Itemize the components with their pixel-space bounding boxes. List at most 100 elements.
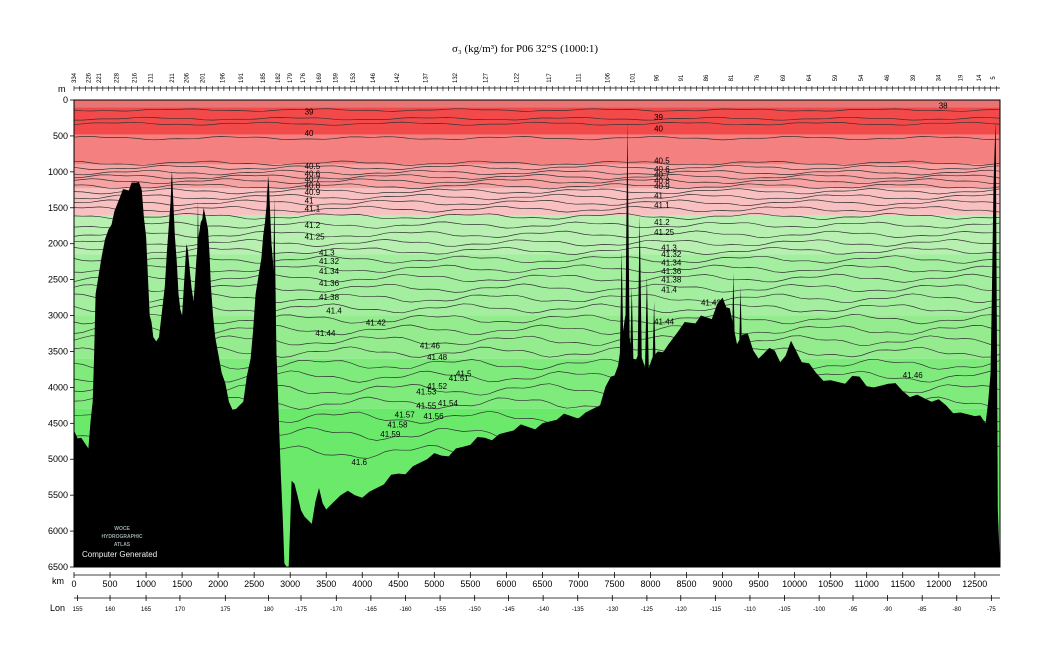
km-tick-label: 11000 <box>855 579 879 589</box>
station-label: 117 <box>547 73 553 83</box>
contour-label: 40.8 <box>654 176 670 185</box>
km-tick-label: 5500 <box>460 579 480 589</box>
station-label: 81 <box>729 74 735 81</box>
seamount-spike-9 <box>643 276 650 424</box>
km-tick-label: 7500 <box>604 579 624 589</box>
contour-line-11 <box>73 193 1000 201</box>
depth-tick-label: 4000 <box>48 382 68 392</box>
longitude-axis-label: Lon <box>50 603 65 613</box>
station-label: 179 <box>288 72 294 83</box>
distance-unit-label: km <box>52 576 64 586</box>
station-label: 106 <box>605 72 611 83</box>
seamount-spike-2 <box>264 175 271 424</box>
contour-line-20 <box>73 264 1000 274</box>
lon-tick-label: -170 <box>330 607 343 613</box>
lon-tick-label: -160 <box>399 607 412 613</box>
contour-line-6 <box>73 169 1000 176</box>
depth-tick-label: 6500 <box>48 562 68 572</box>
contour-line-12 <box>73 199 1000 206</box>
km-tick-label: 2000 <box>208 579 228 589</box>
seamount-spike-0 <box>168 168 175 424</box>
station-label: 153 <box>351 72 357 83</box>
contour-line-7 <box>73 174 1000 180</box>
depth-tick-label: 5000 <box>48 454 68 464</box>
station-label: 137 <box>424 72 430 83</box>
contour-label: 41.6 <box>351 458 367 467</box>
station-label: 127 <box>483 72 489 83</box>
contour-label: 41.52 <box>427 382 448 391</box>
contour-label: 40.9 <box>305 188 321 197</box>
station-label: 111 <box>576 73 582 83</box>
km-tick-label: 8000 <box>640 579 660 589</box>
station-label: 142 <box>395 72 401 83</box>
color-band-2 <box>74 134 1000 165</box>
contour-label: 41.36 <box>661 267 682 276</box>
color-band-1 <box>74 107 1000 135</box>
lon-tick-label: -165 <box>365 607 378 613</box>
contour-line-5 <box>73 164 1000 171</box>
station-label: 132 <box>453 72 459 83</box>
lon-tick-label: -85 <box>918 607 927 613</box>
station-label: 76 <box>755 74 761 81</box>
contour-line-10 <box>73 188 1000 195</box>
lon-tick-label: -135 <box>572 607 585 613</box>
lon-tick-label: 180 <box>264 607 275 613</box>
contour-label: 41.42 <box>701 299 722 308</box>
contour-line-14 <box>73 212 1000 220</box>
contour-label: 41.53 <box>416 388 437 397</box>
contour-label: 41.54 <box>438 399 459 408</box>
lon-tick-label: -125 <box>641 607 654 613</box>
contour-line-29 <box>73 358 1000 371</box>
km-tick-label: 3000 <box>280 579 300 589</box>
depth-tick-label: 3000 <box>48 311 68 321</box>
station-label: 54 <box>859 74 865 81</box>
lon-tick-label: -130 <box>606 607 619 613</box>
contour-label: 41.32 <box>319 257 340 266</box>
lon-tick-label: -150 <box>469 607 482 613</box>
station-label: 59 <box>833 74 839 81</box>
station-label: 206 <box>184 72 190 83</box>
depth-tick-label: 2500 <box>48 275 68 285</box>
contour-label: 41.1 <box>654 201 670 210</box>
station-label: 122 <box>514 72 520 83</box>
contour-line-2 <box>73 121 1000 126</box>
lon-tick-label: -80 <box>952 607 961 613</box>
lon-tick-label: -95 <box>849 607 858 613</box>
station-label: 86 <box>704 74 710 81</box>
contour-label: 41.58 <box>387 421 408 430</box>
seamount-spike-6 <box>624 121 631 424</box>
bathymetry <box>74 121 1000 567</box>
contour-label: 41.4 <box>661 286 677 295</box>
contour-label: 40 <box>305 129 314 138</box>
contour-line-22 <box>73 283 1000 293</box>
color-band-0 <box>74 100 1000 108</box>
contour-label: 40.5 <box>654 156 670 165</box>
depth-axis: 0 500 1000 1500 2000 2500 3000 3500 4000 4500 5000… <box>48 95 74 572</box>
longitude-axis: 155 160 165 170 175 180 -175 -170 -165 -160 -155 -1… <box>73 595 1000 613</box>
station-label: 64 <box>807 74 813 81</box>
station-label: 5 <box>991 76 997 80</box>
plot-border <box>73 99 1001 568</box>
seamount-spike-12 <box>737 286 744 424</box>
contour-line-17 <box>73 239 1000 247</box>
station-label: 211 <box>170 73 176 83</box>
contour-line-16 <box>73 230 1000 239</box>
contour-line-18 <box>73 246 1000 255</box>
contour-label: 41.3 <box>117 259 133 268</box>
contour-label: 41.57 <box>395 411 416 420</box>
contour-line-27 <box>73 335 1000 347</box>
lon-tick-label: -175 <box>295 607 308 613</box>
station-label: 96 <box>654 74 660 81</box>
lon-tick-label: -145 <box>503 607 516 613</box>
contour-label: 41.55 <box>416 401 437 410</box>
depth-tick-label: 3500 <box>48 346 68 356</box>
km-tick-label: 6000 <box>496 579 516 589</box>
contour-label: 41.2 <box>654 218 670 227</box>
contour-label: 41.59 <box>380 430 401 439</box>
station-label: 169 <box>317 72 323 83</box>
watermark-line-1: WOCE <box>114 526 130 532</box>
contour-label: 41.36 <box>319 279 340 288</box>
depth-tick-label: 1000 <box>48 167 68 177</box>
contour-line-28 <box>73 346 1000 358</box>
km-tick-label: 9500 <box>749 579 769 589</box>
